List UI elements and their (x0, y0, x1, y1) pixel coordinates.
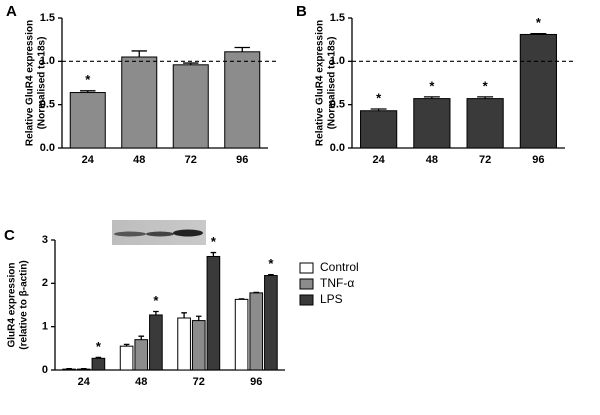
y-axis-label: (Normalised to 18s) (327, 37, 338, 130)
legend-swatch (299, 262, 314, 274)
bar (413, 98, 451, 149)
bar (121, 56, 158, 149)
y-tick-label: 1.5 (40, 12, 55, 24)
significance-marker: * (211, 234, 217, 249)
y-tick-label: 0.5 (330, 99, 345, 111)
bar (360, 110, 398, 149)
error-bar (423, 96, 440, 99)
significance-marker: * (429, 78, 435, 93)
x-tick-label: 24 (82, 154, 95, 166)
bar (134, 339, 149, 371)
panel-label: B (296, 3, 307, 20)
legend-label: TNF-α (320, 276, 354, 290)
bar (224, 51, 261, 149)
legend-label: Control (320, 260, 359, 274)
error-bar (95, 356, 102, 359)
bar (177, 317, 191, 371)
panel-label: C (4, 227, 15, 244)
y-tick-label: 0 (42, 364, 48, 376)
error-bar (195, 315, 202, 321)
significance-marker: * (483, 78, 489, 93)
y-tick-label: 0.0 (330, 142, 345, 154)
significance-marker: * (376, 90, 382, 105)
error-bar (138, 335, 145, 340)
bar (172, 64, 209, 149)
y-tick-label: 1 (42, 321, 48, 333)
bar (234, 298, 249, 371)
x-tick-label: 96 (250, 376, 262, 388)
error-bar (370, 108, 387, 111)
y-tick-label: 0.0 (40, 142, 55, 154)
western-blot-inset (112, 220, 206, 245)
bar (191, 320, 206, 371)
legend-swatch (299, 278, 314, 290)
significance-marker: * (268, 256, 274, 271)
bar (466, 98, 504, 149)
bar (69, 92, 106, 149)
y-tick-label: 0.5 (40, 99, 55, 111)
error-bar (183, 62, 199, 65)
x-tick-label: 72 (185, 154, 197, 166)
significance-marker: * (96, 339, 102, 354)
error-bar (80, 90, 96, 93)
bar (119, 345, 134, 371)
error-bar (181, 312, 187, 318)
x-tick-label: 48 (133, 154, 145, 166)
significance-marker: * (536, 15, 542, 30)
error-bar (268, 274, 274, 276)
error-bar (131, 50, 147, 57)
x-tick-label: 72 (479, 154, 491, 166)
x-tick-label: 48 (135, 376, 147, 388)
y-axis-label: GluR4 expression (7, 262, 18, 347)
error-bar (234, 46, 250, 52)
y-tick-label: 1.0 (330, 55, 345, 67)
y-axis-label: Relative GluR4 expression (315, 20, 326, 146)
bar (91, 357, 106, 371)
y-axis-label: (relative to β-actin) (19, 260, 30, 349)
error-bar (530, 32, 547, 35)
bar (519, 33, 557, 149)
bar (149, 314, 163, 371)
bar (206, 255, 221, 371)
legend-label: LPS (320, 292, 343, 306)
x-tick-label: 96 (532, 154, 544, 166)
bar (249, 292, 264, 371)
y-tick-label: 3 (42, 234, 48, 246)
error-bar (123, 343, 130, 347)
panel-label: A (6, 3, 17, 20)
y-tick-label: 2 (42, 277, 48, 289)
y-tick-label: 1.0 (40, 55, 55, 67)
error-bar (477, 96, 494, 99)
significance-marker: * (85, 72, 91, 87)
x-tick-label: 24 (78, 376, 91, 388)
x-tick-label: 24 (373, 154, 386, 166)
error-bar (210, 251, 217, 257)
bar (264, 275, 278, 371)
x-tick-label: 72 (193, 376, 205, 388)
y-axis-label: Relative GluR4 expression (25, 20, 36, 146)
x-tick-label: 48 (426, 154, 438, 166)
error-bar (153, 310, 159, 315)
significance-marker: * (153, 293, 159, 308)
legend-swatch (299, 294, 314, 306)
x-tick-label: 96 (236, 154, 248, 166)
y-axis-label: (Normalised to 18s) (37, 37, 48, 130)
y-tick-label: 1.5 (330, 12, 345, 24)
